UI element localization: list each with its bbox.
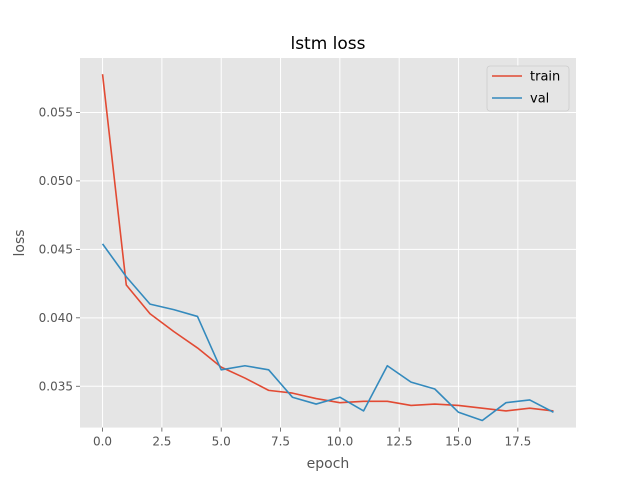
x-tick-label: 17.5 <box>504 435 531 449</box>
y-axis-label: loss <box>12 229 28 256</box>
x-tick-label: 15.0 <box>445 435 472 449</box>
x-tick-label: 0.0 <box>93 435 112 449</box>
legend-label-val: val <box>530 92 549 107</box>
x-tick-label: 10.0 <box>327 435 354 449</box>
grid-lines <box>80 58 576 428</box>
y-axis-ticks: 0.035 0.040 0.045 0.050 0.055 <box>39 105 80 393</box>
y-tick-label: 0.050 <box>39 174 73 188</box>
x-tick-label: 5.0 <box>212 435 231 449</box>
x-tick-label: 12.5 <box>386 435 413 449</box>
legend-label-train: train <box>530 70 560 85</box>
legend: train val <box>486 65 570 112</box>
y-tick-label: 0.055 <box>39 105 73 119</box>
x-axis-ticks: 0.0 2.5 5.0 7.5 10.0 12.5 15.0 17.5 <box>93 427 531 449</box>
x-axis-label: epoch <box>307 456 350 472</box>
y-tick-label: 0.045 <box>39 242 73 256</box>
x-tick-label: 2.5 <box>152 435 171 449</box>
plot-area <box>80 58 576 428</box>
series-line-val <box>101 243 554 422</box>
chart-title: lstm loss <box>290 34 365 54</box>
legend-box <box>486 65 570 112</box>
series-lines <box>101 74 554 422</box>
x-tick-label: 7.5 <box>271 435 290 449</box>
y-tick-label: 0.035 <box>39 379 73 393</box>
y-tick-label: 0.040 <box>39 311 73 325</box>
